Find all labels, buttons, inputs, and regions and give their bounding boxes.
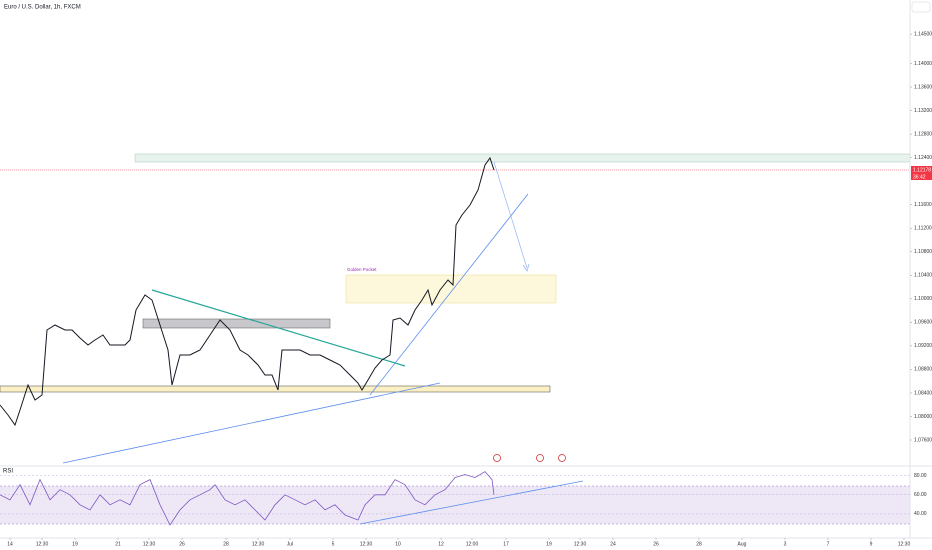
trendline: [151, 289, 406, 367]
x-tick-label: 3: [784, 541, 787, 547]
y-tick-label: 1.10400: [914, 273, 932, 279]
x-tick-label: 28: [223, 541, 229, 547]
event-icon[interactable]: [558, 454, 566, 462]
x-tick-label: 12:30: [574, 541, 587, 547]
rsi-label: RSI: [3, 469, 13, 475]
x-tick-label: 12:00: [466, 541, 479, 547]
x-tick-label: 19: [72, 541, 78, 547]
y-tick-label: 1.08000: [914, 414, 932, 420]
y-tick-label: 1.10800: [914, 249, 932, 255]
price-tag: [911, 166, 932, 180]
gray-zone: [142, 318, 331, 329]
countdown: 36:42: [913, 174, 926, 180]
x-tick-label: 9: [870, 541, 873, 547]
x-tick-label: 26: [179, 541, 185, 547]
settings-button[interactable]: [911, 1, 931, 13]
rsi-tick-label: 80.00: [914, 473, 927, 479]
y-tick-label: 1.14000: [914, 61, 932, 67]
y-tick-label: 1.09600: [914, 320, 932, 326]
support-zone: [0, 385, 551, 393]
y-tick-label: 1.08800: [914, 367, 932, 373]
rsi-tick-label: 40.00: [914, 511, 927, 517]
x-tick-label: 10: [395, 541, 401, 547]
golden-pocket-zone: [345, 274, 557, 304]
x-tick-label: 24: [610, 541, 616, 547]
chart-title: Euro / U.S. Dollar, 1h, FXCM: [4, 5, 81, 11]
event-icon[interactable]: [536, 454, 544, 462]
x-tick-label: 14: [7, 541, 13, 547]
arrow: [493, 161, 528, 269]
y-tick-label: 1.10000: [914, 296, 932, 302]
current-price: 1.12178: [913, 167, 931, 173]
x-tick-label: 21: [115, 541, 121, 547]
y-tick-label: 1.07600: [914, 437, 932, 443]
arrow-head: [522, 263, 530, 272]
x-tick-label: 7: [827, 541, 830, 547]
y-tick-label: 1.11600: [914, 202, 932, 208]
y-tick-label: 1.11200: [914, 226, 932, 232]
trendline: [369, 193, 529, 396]
y-tick-label: 1.12800: [914, 131, 932, 137]
y-tick-label: 1.13600: [914, 84, 932, 90]
x-tick-label: 12:30: [898, 541, 911, 547]
events: [493, 454, 566, 462]
x-tick-label: 17: [503, 541, 509, 547]
trendline: [62, 382, 441, 464]
annotation: Golden Pocket: [347, 267, 377, 272]
x-tick-label: 26: [653, 541, 659, 547]
x-tick-label: Jul: [287, 541, 293, 547]
x-tick-label: 12: [438, 541, 444, 547]
price-line-series: [0, 156, 495, 427]
y-tick-label: 1.09200: [914, 343, 932, 349]
y-tick-label: 1.14500: [914, 31, 932, 37]
rsi-trendline: [359, 480, 584, 525]
rsi-band: [0, 486, 910, 524]
rsi-tick-label: 60.00: [914, 492, 927, 498]
x-tick-label: 19: [546, 541, 552, 547]
x-tick-label: 12:30: [36, 541, 49, 547]
x-tick-label: Aug: [738, 541, 747, 547]
x-tick-label: 12:30: [143, 541, 156, 547]
x-tick-label: 12:30: [360, 541, 373, 547]
resistance-zone: [134, 153, 911, 163]
y-tick-label: 1.12400: [914, 155, 932, 161]
x-tick-label: 12:30: [252, 541, 265, 547]
rsi-line: [0, 471, 495, 526]
y-tick-label: 1.08400: [914, 390, 932, 396]
y-tick-label: 1.13200: [914, 108, 932, 114]
x-tick-label: 5: [332, 541, 335, 547]
x-tick-label: 28: [696, 541, 702, 547]
event-icon[interactable]: [493, 454, 501, 462]
